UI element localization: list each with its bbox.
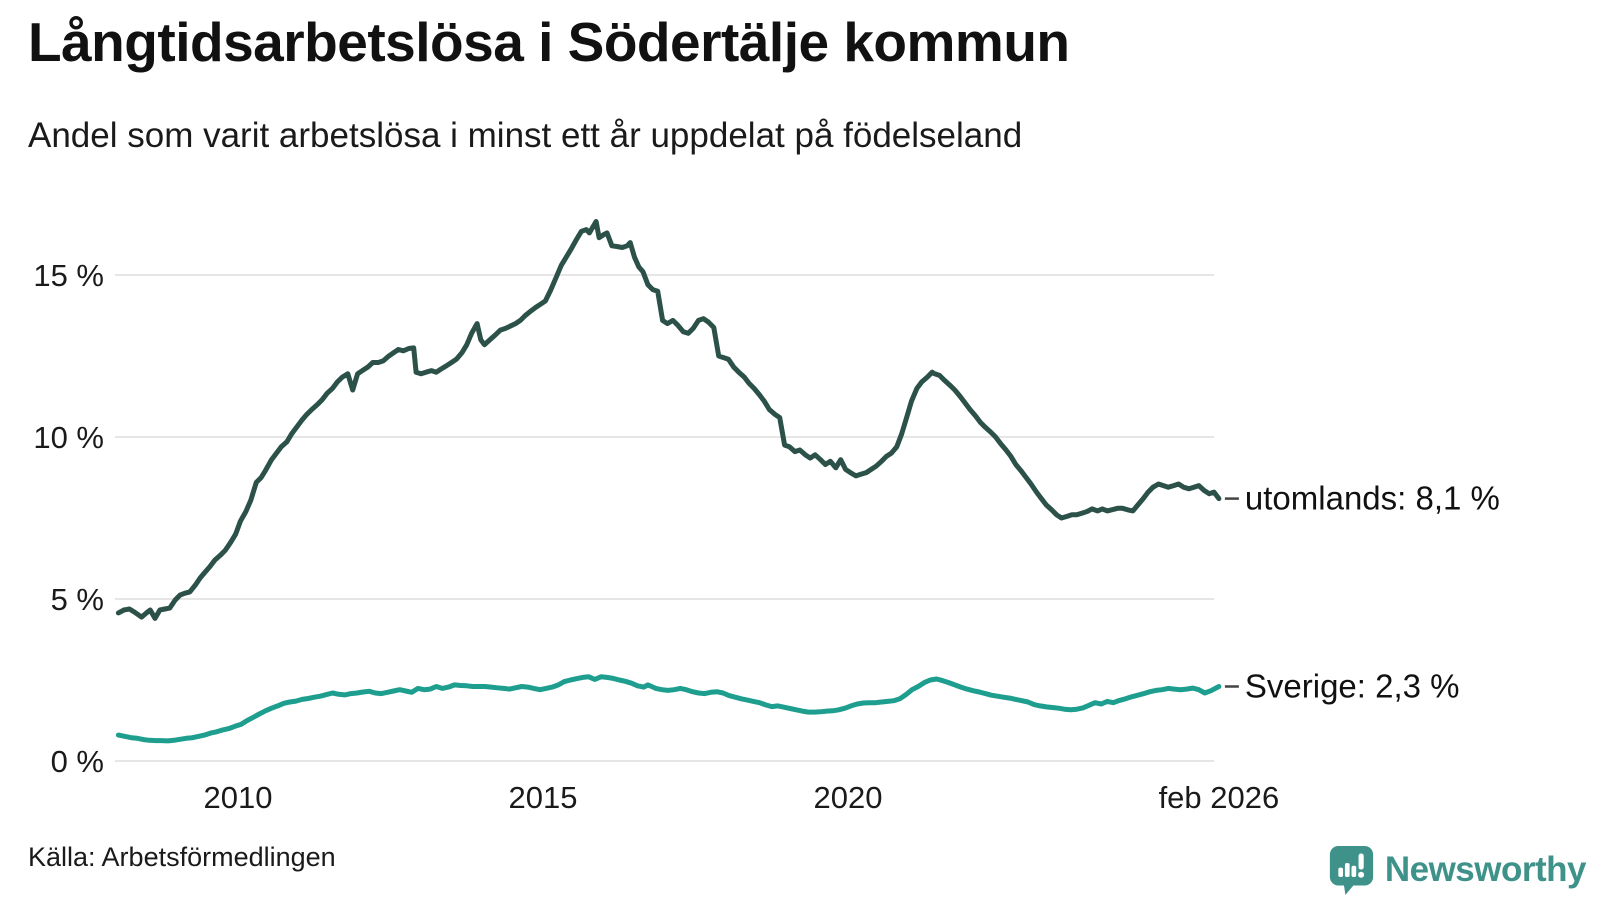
x-tick-label: 2015 bbox=[509, 780, 578, 815]
x-tick-label: 2020 bbox=[814, 780, 883, 815]
bar-icon bbox=[1344, 862, 1350, 878]
source-note: Källa: Arbetsförmedlingen bbox=[28, 842, 336, 872]
series-line-utomlands bbox=[115, 219, 1222, 621]
series-line-sverige bbox=[115, 674, 1222, 744]
y-tick-label: 15 % bbox=[33, 258, 104, 293]
x-tick-label: feb 2026 bbox=[1159, 780, 1280, 815]
series-end-label-sverige: Sverige: 2,3 % bbox=[1245, 668, 1460, 705]
exclamation-icon bbox=[1358, 853, 1364, 870]
series-end-label-utomlands: utomlands: 8,1 % bbox=[1245, 480, 1500, 517]
page-title: Långtidsarbetslösa i Södertälje kommun bbox=[28, 11, 1070, 73]
bar-icon bbox=[1351, 865, 1357, 878]
y-tick-label: 5 % bbox=[51, 582, 104, 617]
x-tick-label: 2010 bbox=[204, 780, 273, 815]
bar-icon bbox=[1338, 867, 1343, 878]
y-tick-label: 10 % bbox=[33, 420, 104, 455]
y-tick-label: 0 % bbox=[51, 744, 104, 779]
chart-canvas: 0 % 5 % 10 % 15 % 2010 2015 2020 feb 2026 utomla… bbox=[33, 219, 1500, 815]
newsworthy-brand: Newsworthy bbox=[1328, 844, 1587, 896]
chart-subtitle: Andel som varit arbetslösa i minst ett å… bbox=[28, 116, 1023, 155]
brand-name: Newsworthy bbox=[1384, 850, 1587, 889]
exclamation-dot-icon bbox=[1357, 871, 1364, 878]
newsworthy-logo-icon bbox=[1329, 846, 1373, 895]
